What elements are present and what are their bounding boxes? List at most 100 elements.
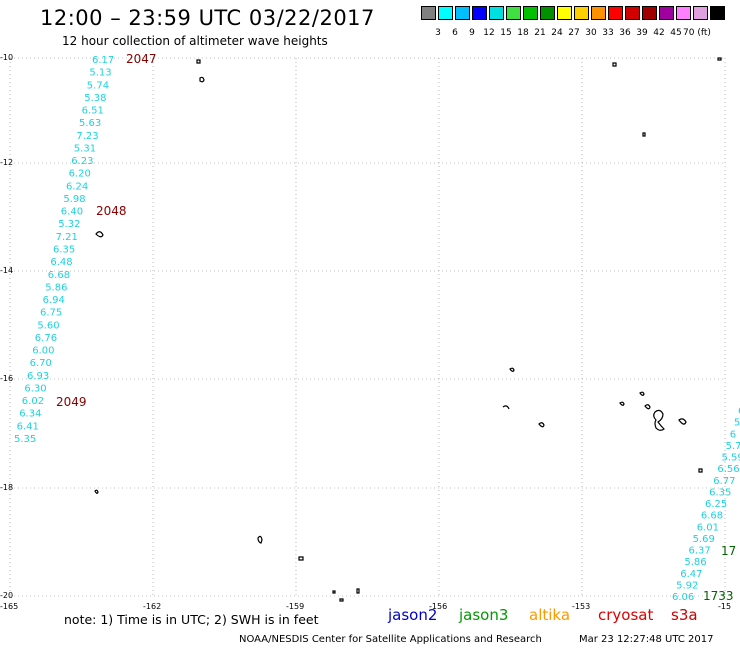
color-swatch — [540, 6, 555, 20]
wave-height-value: 6.35 — [709, 487, 731, 498]
wave-height-value: 5.98 — [63, 194, 85, 205]
latitude-tick-label: -10 — [0, 53, 14, 62]
color-scale-label: 9 — [469, 28, 475, 38]
island-outline — [619, 401, 625, 406]
color-scale-label: 30 — [585, 28, 597, 38]
wave-height-value: 6 — [738, 406, 740, 417]
footer-note: note: 1) Time is in UTC; 2) SWH is in fe… — [64, 612, 319, 627]
color-swatch — [693, 6, 708, 20]
pass-time-label: 17 — [721, 544, 736, 558]
latitude-tick-label: -14 — [0, 266, 14, 275]
color-swatch — [625, 6, 640, 20]
wave-height-value: 6.37 — [689, 546, 711, 557]
wave-height-value: 5.31 — [74, 143, 96, 154]
longitude-tick-label: -165 — [0, 602, 19, 611]
wave-height-value: 6.25 — [705, 499, 727, 510]
island-outline — [717, 57, 722, 61]
island-outline — [639, 391, 645, 396]
wave-height-value: 5.60 — [37, 320, 59, 331]
island-outline — [612, 62, 617, 67]
color-swatch — [591, 6, 606, 20]
map-title: 12:00 – 23:59 UTC 03/22/2017 — [40, 6, 375, 30]
island-outline — [298, 556, 304, 561]
wave-height-value: 6.41 — [17, 421, 39, 432]
wave-height-value: 5.38 — [84, 93, 106, 104]
wave-height-value: 6.24 — [66, 181, 88, 192]
color-swatch — [642, 6, 657, 20]
wave-height-value: 6.76 — [35, 333, 57, 344]
color-swatch — [574, 6, 589, 20]
island-outline — [332, 590, 336, 594]
wave-height-value: 6 — [730, 429, 736, 440]
color-swatch — [710, 6, 725, 20]
color-swatch — [523, 6, 538, 20]
wave-height-value: 5.63 — [79, 118, 101, 129]
wave-height-value: 5.59 — [722, 453, 740, 464]
wave-height-value: 6.77 — [713, 476, 735, 487]
wave-height-value: 6.47 — [680, 569, 702, 580]
satellite-legend-item: jason3 — [459, 606, 509, 624]
longitude-tick-label: -15 — [718, 602, 732, 611]
latitude-tick-label: -16 — [0, 374, 14, 383]
wave-height-value: 6.51 — [82, 106, 104, 117]
color-swatch — [506, 6, 521, 20]
wave-height-value: 6.75 — [40, 308, 62, 319]
island-outline — [509, 367, 515, 372]
wave-height-value: 5.86 — [45, 282, 67, 293]
wave-height-value: 5 — [734, 418, 740, 429]
island-outline — [642, 132, 646, 137]
wave-height-value: 5.13 — [89, 68, 111, 79]
color-scale-label: 3 — [435, 28, 441, 38]
color-scale-label: 15 — [500, 28, 512, 38]
color-scale-label: 39 — [636, 28, 648, 38]
color-scale-label: 45 — [670, 28, 682, 38]
latitude-tick-label: -12 — [0, 158, 14, 167]
wave-height-value: 6.06 — [672, 592, 694, 603]
island-outline — [339, 598, 344, 602]
color-scale-label: 24 — [551, 28, 563, 38]
wave-height-value: 6.68 — [48, 270, 70, 281]
wave-height-value: 6.17 — [92, 55, 114, 66]
color-scale-label: 36 — [619, 28, 631, 38]
island-outlines — [94, 57, 722, 602]
wave-height-value: 5.74 — [87, 80, 109, 91]
wave-height-value: 6.70 — [30, 358, 52, 369]
island-outline — [196, 59, 201, 64]
color-scale-label: 27 — [568, 28, 580, 38]
wave-height-value: 6.20 — [69, 169, 91, 180]
generation-timestamp: Mar 23 12:27:48 UTC 2017 — [579, 634, 714, 645]
wave-height-value: 5.92 — [676, 580, 698, 591]
color-scale-label: 21 — [534, 28, 546, 38]
wave-height-value: 5.7 — [726, 441, 740, 452]
satellite-legend-item: cryosat — [598, 606, 654, 624]
island-outline — [199, 76, 205, 83]
island-outline — [698, 468, 703, 473]
island-outline — [94, 489, 99, 494]
wave-height-tracks: 6.17 5.135.74 5.38 6.515.63 7.235.31 6.23 6.20… — [14, 52, 740, 603]
satellite-legend-item: altika — [529, 606, 571, 624]
island-outline — [678, 418, 687, 425]
map-grid — [9, 57, 726, 597]
satellite-legend-item: jason2 — [388, 606, 438, 624]
color-swatch — [608, 6, 623, 20]
color-scale-label: 18 — [517, 28, 529, 38]
color-swatch — [557, 6, 572, 20]
wave-height-value: 6.01 — [697, 522, 719, 533]
pass-time-label: 2047 — [126, 52, 157, 66]
longitude-tick-label: -162 — [143, 602, 162, 611]
island-outline — [653, 409, 665, 431]
wave-height-value: 6.00 — [32, 346, 54, 357]
color-swatch — [472, 6, 487, 20]
wave-height-value: 6.23 — [71, 156, 93, 167]
wave-height-value: 5.86 — [684, 557, 706, 568]
wave-height-value: 6.48 — [50, 257, 72, 268]
satellite-legend-item: s3a — [671, 606, 698, 624]
color-swatch — [489, 6, 504, 20]
wave-height-value: 6.93 — [27, 371, 49, 382]
pass-time-label: 1733 — [703, 589, 734, 603]
wave-height-value: 6.56 — [717, 464, 739, 475]
wave-height-value: 5.32 — [58, 219, 80, 230]
map-subtitle: 12 hour collection of altimeter wave hei… — [62, 34, 328, 48]
latitude-tick-label: -20 — [0, 591, 14, 600]
island-outline — [538, 422, 545, 428]
